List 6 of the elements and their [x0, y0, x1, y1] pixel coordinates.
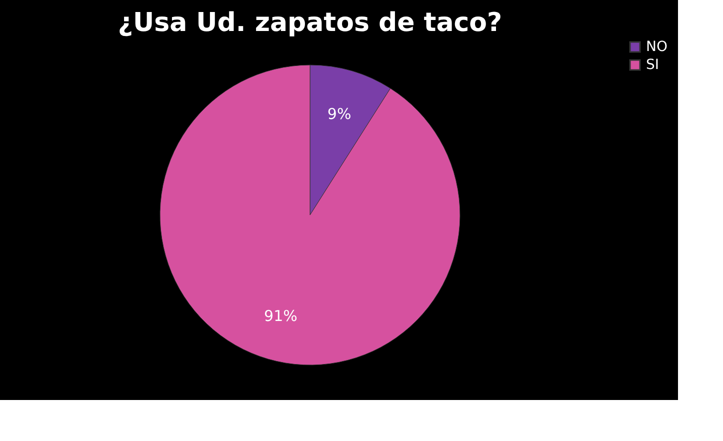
data-label: 9%: [327, 105, 352, 124]
chart-title: ¿Usa Ud. zapatos de taco?: [118, 8, 502, 38]
legend-label: NO: [646, 39, 668, 55]
data-label: 91%: [264, 306, 298, 325]
pie-slice: [160, 64, 460, 366]
legend-label: SI: [646, 57, 660, 73]
